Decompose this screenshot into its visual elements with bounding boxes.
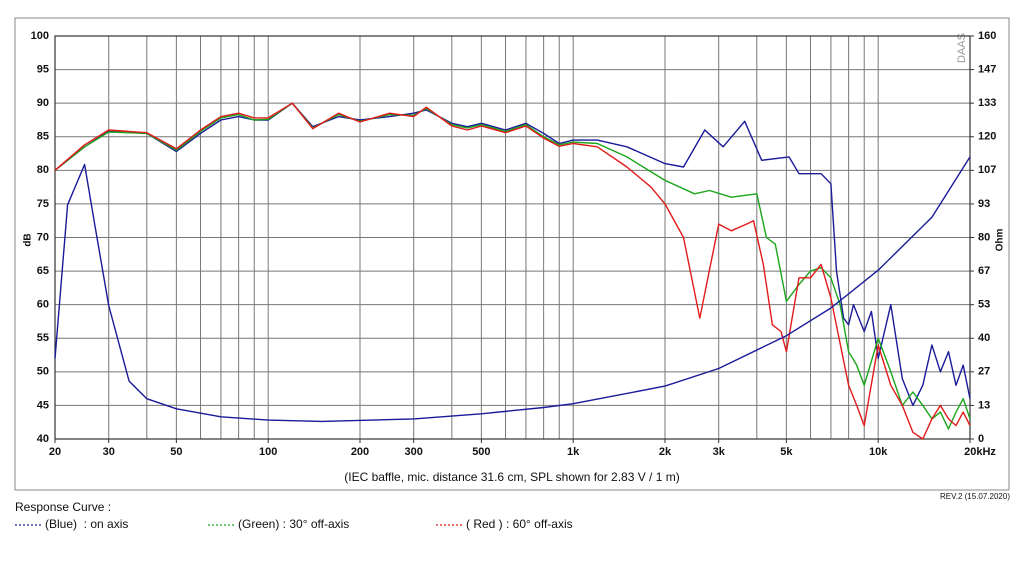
x-tick-label: 10k bbox=[869, 446, 888, 458]
legend-title: Response Curve : bbox=[15, 500, 111, 514]
y-tick-label: 80 bbox=[37, 164, 49, 176]
y2-tick-label: 120 bbox=[978, 131, 996, 143]
y2-tick-label: 40 bbox=[978, 332, 990, 344]
y-tick-label: 75 bbox=[37, 198, 49, 210]
series-line bbox=[54, 102, 971, 430]
x-tick-label: 2k bbox=[659, 446, 672, 458]
y-tick-label: 55 bbox=[37, 332, 49, 344]
y2-tick-label: 160 bbox=[978, 30, 996, 42]
x-tick-label: 200 bbox=[351, 446, 369, 458]
x-tick-label: 20kHz bbox=[964, 446, 996, 458]
y-tick-label: 60 bbox=[37, 299, 49, 311]
y2-tick-label: 0 bbox=[978, 433, 984, 445]
y2-tick-label: 53 bbox=[978, 299, 990, 311]
y-tick-label: 90 bbox=[37, 97, 49, 109]
outer-frame bbox=[14, 17, 1010, 491]
x-tick-label: 1k bbox=[567, 446, 580, 458]
caption: (IEC baffle, mic. distance 31.6 cm, SPL … bbox=[344, 470, 679, 484]
y2-tick-label: 93 bbox=[978, 198, 990, 210]
y2-tick-label: 27 bbox=[978, 366, 990, 378]
series-line bbox=[54, 156, 971, 423]
legend-label: (Green) : 30° off-axis bbox=[238, 517, 349, 531]
x-tick-label: 500 bbox=[472, 446, 490, 458]
legend-label: (Blue) : on axis bbox=[45, 517, 128, 531]
revision: REV.2 (15.07.2020) bbox=[940, 492, 1010, 501]
x-tick-label: 30 bbox=[103, 446, 115, 458]
x-tick-label: 5k bbox=[780, 446, 793, 458]
y2-tick-label: 67 bbox=[978, 265, 990, 277]
y2-axis-label: Ohm bbox=[995, 229, 1006, 252]
x-tick-label: 3k bbox=[713, 446, 726, 458]
y-tick-label: 70 bbox=[37, 231, 49, 243]
series-line bbox=[54, 102, 971, 440]
y-tick-label: 65 bbox=[37, 265, 49, 277]
y2-tick-label: 107 bbox=[978, 164, 996, 176]
y-tick-label: 95 bbox=[37, 63, 49, 75]
y-axis-label: dB bbox=[23, 233, 34, 246]
y2-tick-label: 13 bbox=[978, 399, 990, 411]
x-tick-label: 20 bbox=[49, 446, 61, 458]
legend-label: ( Red ) : 60° off-axis bbox=[466, 517, 573, 531]
watermark: DAAS bbox=[956, 33, 968, 63]
y-tick-label: 40 bbox=[37, 433, 49, 445]
x-tick-label: 100 bbox=[259, 446, 277, 458]
y2-tick-label: 147 bbox=[978, 63, 996, 75]
y-tick-label: 50 bbox=[37, 366, 49, 378]
y-tick-label: 45 bbox=[37, 399, 49, 411]
x-tick-label: 300 bbox=[405, 446, 423, 458]
y-tick-label: 100 bbox=[31, 30, 49, 42]
x-tick-label: 50 bbox=[170, 446, 182, 458]
y2-tick-label: 80 bbox=[978, 231, 990, 243]
y-tick-label: 85 bbox=[37, 131, 49, 143]
y2-tick-label: 133 bbox=[978, 97, 996, 109]
plot-frame bbox=[54, 35, 971, 440]
